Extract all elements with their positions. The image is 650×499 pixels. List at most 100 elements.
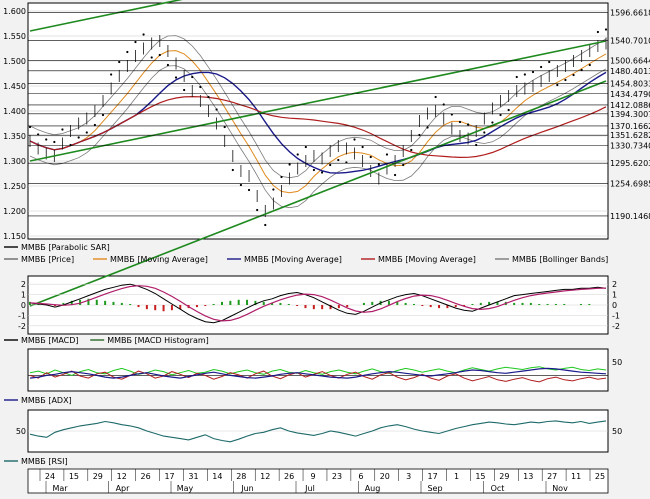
di-plus-line [29,366,607,376]
macd-y-tick-label-right: 2 [612,280,617,289]
parabolic-sar-dot [247,188,251,192]
parabolic-sar-dot [556,83,559,87]
price-y-tick-label: 1.200 [3,207,26,216]
bollinger-upper-line [29,35,607,179]
day-tick-label: 6 [358,472,363,481]
month-tick-label: Sep [427,484,442,493]
price-level-label: 1596.6618 [610,9,650,18]
parabolic-sar-dot [199,85,202,89]
day-tick-label: 27 [547,472,557,481]
price-level-label: 1434.4790 [610,90,650,99]
parabolic-sar-dot [572,73,575,77]
parabolic-sar-dot [239,183,243,187]
parabolic-sar-dot [491,121,494,124]
parabolic-sar-dot [77,136,80,139]
price-level-label: 1295.6203 [610,159,650,168]
day-tick-label: 14 [212,472,222,481]
trend-channel-lower-line [29,80,607,307]
price-level-label: 1412.0886 [610,101,650,110]
macd-series: 2 21 10 0-1 -1-2 -2 [18,280,620,331]
parabolic-sar-dot [337,158,340,162]
legend-label: ММВБ [Moving Average] [378,255,476,264]
parabolic-sar-dot [564,78,567,82]
price-y-tick-label: 1.600 [3,7,26,16]
price-y-tick-label: 1.450 [3,82,26,91]
month-tick-label: Jun [240,484,254,493]
trend-channel-mid-line [29,40,607,162]
price-level-label: 1500.6644 [610,57,650,66]
parabolic-sar-dot [596,30,599,34]
parabolic-sar-dot [369,155,372,159]
moving-average-orange-line [29,50,607,194]
day-tick-label: 31 [188,472,198,481]
macd-line [29,283,607,324]
macd-y-tick-label: 2 [21,280,26,289]
price-y-tick-label: 1.550 [3,32,26,41]
di-minus-line [29,370,607,383]
day-tick-label: 24 [45,472,55,481]
parabolic-sar-dot [264,223,267,227]
price-legend: ММВБ [Parabolic SAR] ММВБ [Price] ММВБ [Mo… [4,243,608,264]
macd-signal-line [29,285,607,322]
parabolic-sar-dot [539,65,543,69]
price-y-tick-label: 1.350 [3,132,26,141]
parabolic-sar-dot [280,175,283,179]
parabolic-sar-dot [142,33,145,36]
day-tick-label: 26 [141,472,151,481]
parabolic-sar-dot [434,95,437,99]
parabolic-sar-dot [231,168,234,172]
day-tick-label: 20 [380,472,390,481]
adx-legend: ММВБ [ADX] [4,396,72,405]
parabolic-sar-dot [410,148,413,152]
parabolic-sar-dot [191,75,194,79]
parabolic-sar-dot [61,128,64,131]
macd-y-tick-label-right: 0 [612,301,617,310]
parabolic-sar-dot [320,171,324,174]
parabolic-sar-dot [385,153,389,156]
price-axis: 1.600 1.550 1.500 1.450 1.400 1.350 1.300 1.250… [3,7,26,241]
price-y-tick-label: 1.400 [3,107,26,116]
rsi-legend: ММВБ [RSI] [4,457,68,466]
parabolic-sar-dot [166,63,170,67]
day-tick-label: 13 [523,472,533,481]
day-tick-label: 1 [454,472,459,481]
parabolic-sar-dot [110,73,113,76]
parabolic-sar-dot [272,188,275,191]
macd-y-tick-label-right: -2 [612,322,620,331]
price-level-label: 1394.3007 [610,110,650,119]
rsi-series: 50 50 [16,420,622,443]
parabolic-sar-dot [118,60,121,64]
parabolic-sar-dot [288,163,291,166]
time-axis-frame [27,468,609,494]
price-y-tick-label: 1.150 [3,232,26,241]
legend-label: ММВБ [Parabolic SAR] [21,243,110,252]
macd-y-tick-label: -1 [18,311,26,320]
parabolic-sar-dot [426,126,429,129]
day-tick-label: 25 [595,472,605,481]
parabolic-sar-dot [150,56,153,59]
day-tick-label: 17 [164,472,174,481]
legend-label: ММВБ [ADX] [21,396,72,405]
day-tick-label: 23 [332,472,342,481]
month-tick-label: Aug [365,484,381,493]
parabolic-sar-dot [604,28,608,31]
day-tick-label: 29 [93,472,103,481]
price-series [28,0,608,307]
month-tick-label: Oct [491,484,505,493]
parabolic-sar-dot [588,63,591,67]
parabolic-sar-dot [466,123,470,126]
parabolic-sar-dot [223,125,226,129]
month-tick-label: Mar [52,484,68,493]
parabolic-sar-dot [183,88,186,92]
parabolic-sar-dot [507,108,510,112]
price-level-label: 1370.1662 [610,122,650,131]
day-tick-label: 15 [69,472,79,481]
parabolic-sar-dot [215,108,218,111]
macd-legend: ММВБ [MACD] ММВБ [MACD Histogram] [4,336,209,345]
macd-y-tick-label: 1 [21,291,26,300]
month-tick-label: Nov [552,484,568,493]
day-tick-label: 9 [310,472,315,481]
